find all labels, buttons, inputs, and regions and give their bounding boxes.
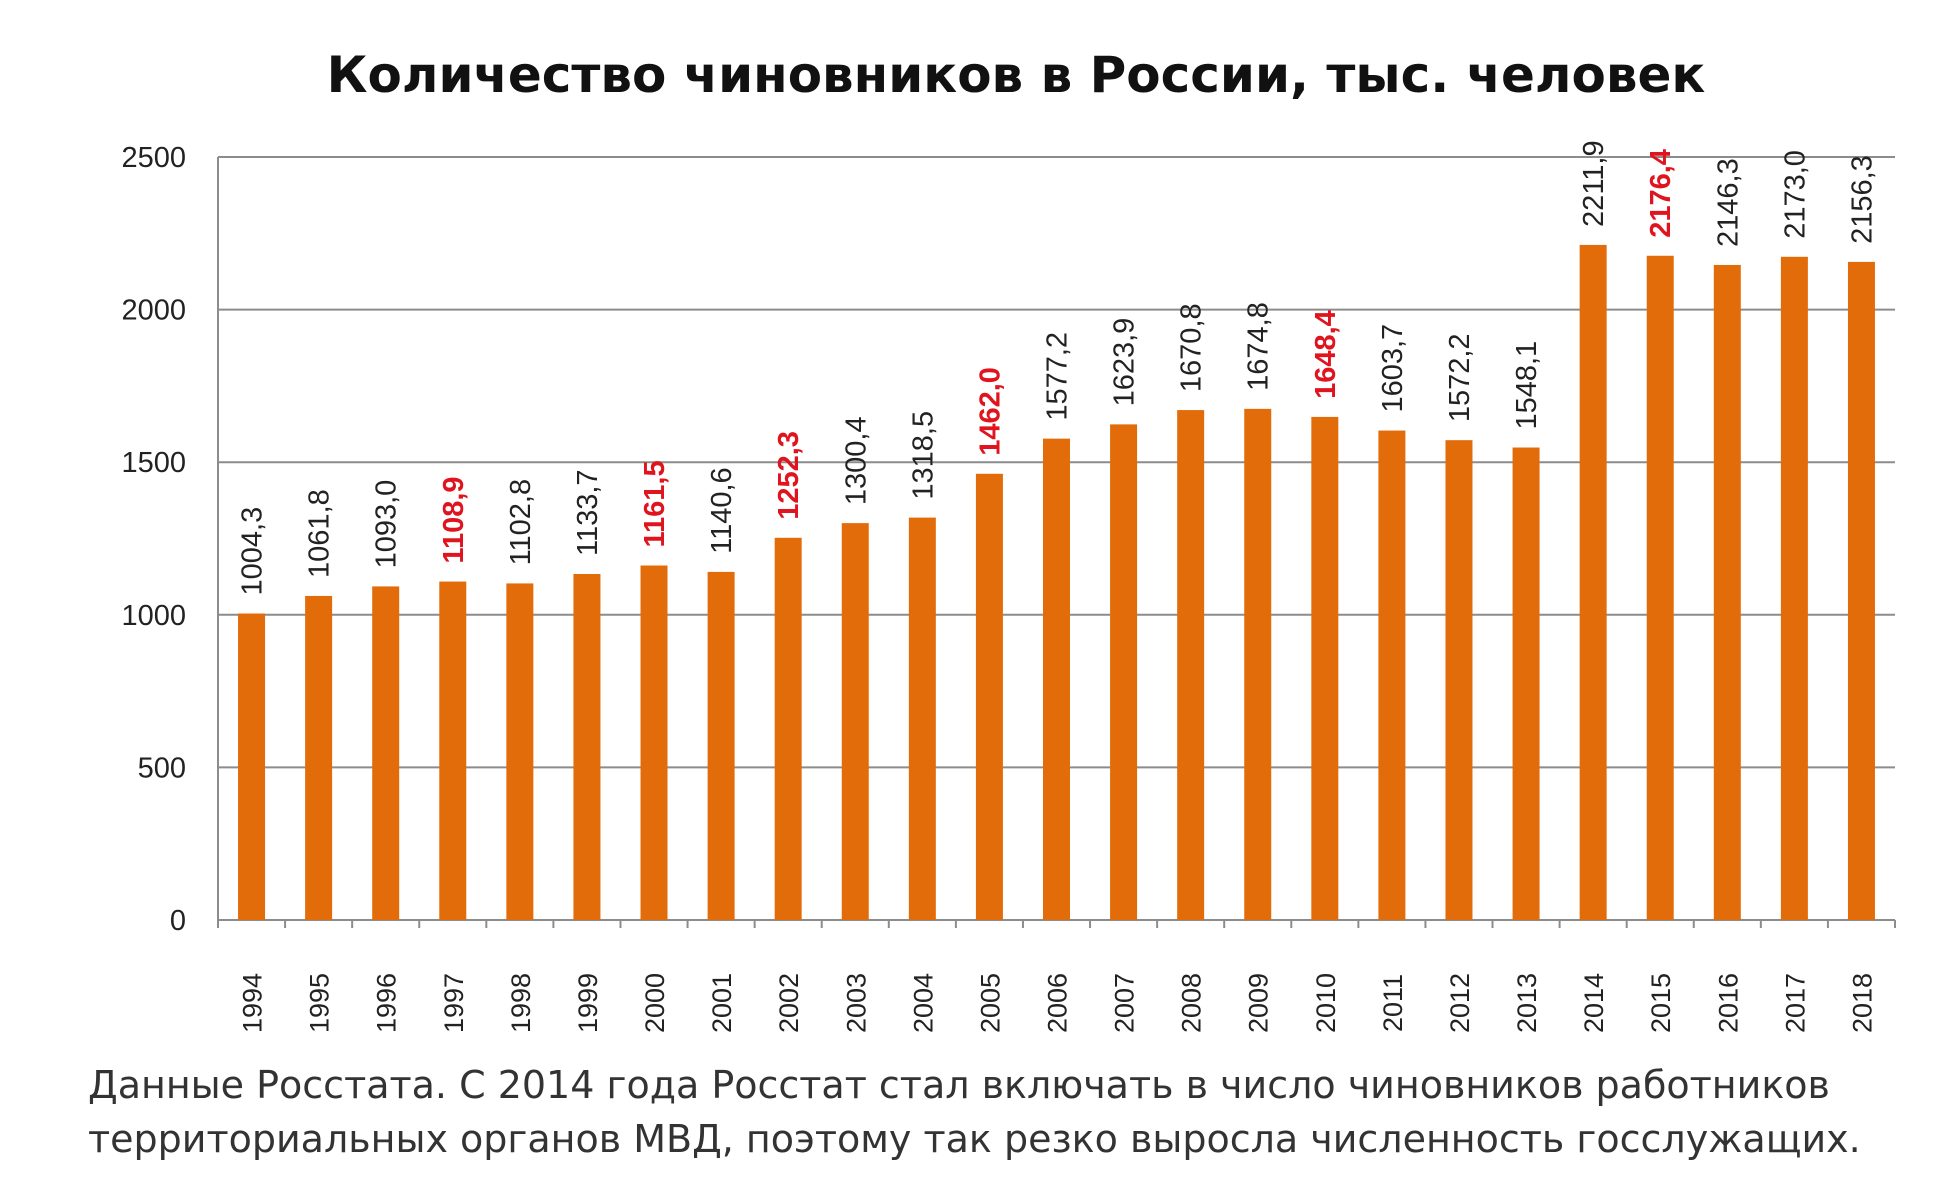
data-label: 1577,2 [1042, 332, 1074, 421]
y-tick-label: 1500 [121, 447, 186, 479]
x-tick-label: 1998 [506, 973, 536, 1033]
bar-chart: Количество чиновников в России, тыс. чел… [121, 46, 1896, 1033]
data-label: 1093,0 [371, 480, 403, 569]
data-label: 1670,8 [1176, 303, 1208, 392]
data-label: 2173,0 [1779, 150, 1811, 239]
chart-caption: Данные Росстата. С 2014 года Росстат ста… [88, 1058, 1888, 1166]
bar [1713, 264, 1741, 921]
x-tick-label: 2004 [908, 973, 938, 1033]
data-labels: 1004,3 1061,8 1093,0 1108,9 1102,8 1133,7 1161… [237, 140, 1879, 595]
y-tick-label: 1000 [121, 600, 186, 632]
caption-line-1: Данные Росстата. С 2014 года Росстат ста… [88, 1063, 1830, 1107]
bar [372, 586, 400, 920]
data-label: 1623,9 [1109, 318, 1141, 407]
x-tick-label: 2000 [640, 973, 670, 1033]
x-tick-label: 2011 [1378, 974, 1408, 1032]
data-label: 1102,8 [505, 479, 537, 566]
data-label: 1548,1 [1511, 341, 1543, 430]
bar [1847, 261, 1875, 921]
x-tick-label: 1994 [238, 973, 268, 1033]
data-label: 1674,8 [1243, 302, 1275, 391]
x-tick-label: 2016 [1713, 973, 1743, 1033]
bar [975, 473, 1003, 920]
data-label: 1252,3 [773, 431, 805, 520]
bar [841, 523, 869, 920]
x-tick-label: 2009 [1244, 973, 1274, 1033]
bars [238, 244, 1875, 921]
bar [1646, 255, 1674, 921]
bar [1378, 430, 1406, 920]
y-tick-label: 0 [170, 905, 186, 937]
x-tick-label: 2013 [1512, 973, 1542, 1033]
data-label: 2176,4 [1645, 149, 1677, 238]
caption-line-2: территориальных органов МВД, поэтому так… [88, 1117, 1861, 1161]
bar [238, 613, 266, 920]
data-label: 2211,9 [1578, 140, 1610, 227]
data-label: 1572,2 [1444, 333, 1476, 422]
bar [305, 595, 333, 920]
data-label: 1133,7 [572, 469, 604, 556]
x-tick-label: 2007 [1110, 973, 1140, 1033]
x-tick-label: 1996 [372, 973, 402, 1033]
x-tick-label: 2002 [774, 973, 804, 1033]
bar [1512, 447, 1540, 920]
bar [1110, 424, 1138, 920]
data-label: 1004,3 [237, 507, 269, 596]
bar [908, 517, 936, 920]
x-tick-label: 2012 [1445, 973, 1475, 1033]
x-tick-label: 2017 [1780, 973, 1810, 1033]
bar [707, 571, 735, 920]
bar [1177, 410, 1205, 920]
x-tick-label: 2005 [975, 973, 1005, 1033]
x-tick-label: 2010 [1311, 973, 1341, 1033]
data-label: 1300,4 [840, 416, 872, 505]
x-tick-label: 2003 [841, 973, 871, 1033]
x-tick-label: 1997 [439, 973, 469, 1033]
bar [1780, 256, 1808, 920]
bar [573, 573, 601, 920]
bar [1244, 408, 1272, 920]
data-label: 1161,5 [639, 460, 671, 547]
x-tick-label: 2008 [1177, 973, 1207, 1033]
data-label: 1061,8 [304, 489, 336, 578]
bar [1579, 244, 1607, 921]
x-tick-label: 2006 [1043, 973, 1073, 1033]
data-label: 1140,6 [706, 467, 738, 554]
data-label: 1108,9 [438, 476, 470, 563]
bar [774, 537, 802, 920]
chart-title: Количество чиновников в России, тыс. чел… [327, 46, 1706, 104]
data-label: 1603,7 [1377, 324, 1409, 413]
x-tick-label: 1999 [573, 973, 603, 1033]
y-tick-label: 2000 [121, 295, 186, 327]
bar [1043, 438, 1070, 920]
x-tick-label: 2015 [1646, 973, 1676, 1033]
bar [640, 565, 668, 920]
axes: 0 500 1000 1500 2000 2500 1994 1995 1996 1997 1998… [121, 142, 1896, 1033]
bar [506, 583, 534, 920]
data-label: 2146,3 [1712, 158, 1744, 247]
bar [1445, 440, 1473, 920]
x-tick-label: 2014 [1579, 973, 1609, 1033]
data-label: 1648,4 [1310, 310, 1342, 399]
data-label: 2156,3 [1846, 155, 1878, 244]
chart: Количество чиновников в России, тыс. чел… [121, 46, 1896, 1033]
x-tick-label: 2001 [707, 973, 737, 1033]
x-tick-label: 1995 [305, 973, 335, 1033]
bar [439, 581, 467, 920]
y-tick-label: 500 [138, 752, 186, 784]
y-tick-label: 2500 [121, 142, 186, 174]
x-tick-label: 2018 [1847, 973, 1877, 1033]
bar [1311, 416, 1339, 920]
data-label: 1462,0 [974, 367, 1006, 456]
data-label: 1318,5 [907, 411, 939, 500]
